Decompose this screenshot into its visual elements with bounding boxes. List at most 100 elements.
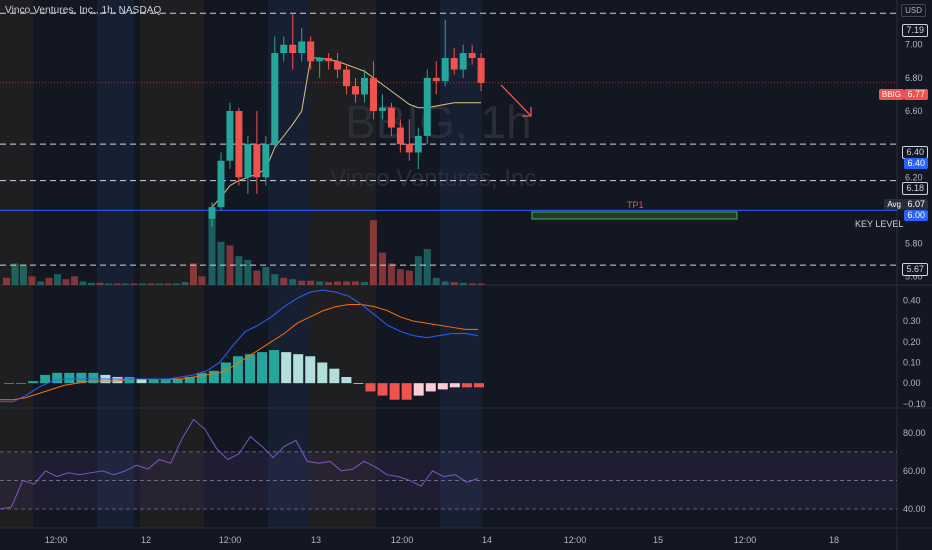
macd-histogram-bar (377, 383, 388, 396)
candle-body (369, 77, 377, 112)
volume-bar (28, 276, 36, 285)
candle-body (432, 77, 440, 82)
volume-bar (147, 283, 155, 285)
candle-body (253, 144, 261, 178)
volume-bar (253, 270, 261, 285)
volume-bar (262, 267, 270, 285)
price-tick-label: 5.60 (905, 272, 923, 282)
volume-bar (468, 283, 476, 285)
macd-histogram-bar (269, 350, 280, 384)
macd-histogram-bar (220, 362, 231, 384)
volume-bar (139, 283, 146, 285)
macd-histogram-bar (172, 379, 183, 384)
macd-histogram-bar (413, 383, 424, 396)
currency-label[interactable]: USD (901, 4, 926, 17)
tp1-box[interactable] (531, 211, 738, 220)
macd-pane (0, 289, 484, 403)
key-level-label: KEY LEVEL (855, 219, 903, 229)
volume-bar (54, 274, 61, 285)
session-band (440, 0, 482, 528)
volume-bar (280, 277, 288, 285)
macd-histogram-bar (208, 370, 219, 384)
blue-price-tag: 6.40 (904, 158, 928, 169)
volume-bar (181, 282, 189, 285)
volume-bar (298, 280, 306, 285)
time-tick-label: 12:00 (45, 535, 68, 545)
volume-bar (369, 220, 377, 285)
macd-tick-label: 0.00 (903, 378, 921, 388)
candle-body (298, 41, 306, 54)
macd-histogram-bar (473, 383, 484, 388)
volume-bar (88, 282, 95, 285)
candle-body (352, 86, 360, 95)
price-tick-label: 6.20 (905, 172, 923, 182)
volume-bar (271, 274, 279, 285)
volume-bar (378, 252, 386, 285)
volume-bar (316, 281, 324, 285)
macd-histogram-bar (76, 372, 87, 384)
macd-histogram-bar (184, 376, 195, 384)
macd-histogram-bar (88, 372, 99, 384)
candle-body (208, 207, 216, 219)
level-tag-567: 5.67 (902, 263, 928, 276)
volume-bar (244, 259, 252, 285)
macd-histogram-bar (257, 352, 268, 384)
rsi-tick-label: 80.00 (903, 428, 926, 438)
price-tick-label: 6.80 (905, 73, 923, 83)
candle-body (316, 57, 324, 62)
time-tick-label: 15 (653, 535, 663, 545)
macd-histogram-bar (4, 383, 14, 384)
price-tick-label: 5.80 (905, 239, 923, 249)
candle-body (244, 144, 252, 178)
candle-body (262, 144, 270, 178)
macd-histogram-bar (124, 376, 135, 384)
candle-body (423, 77, 431, 136)
down-arrow-icon[interactable] (500, 84, 532, 117)
price-tick-label: 7.00 (905, 40, 923, 50)
candle-body (289, 44, 297, 54)
macd-histogram-bar (148, 379, 159, 384)
candle-body (235, 111, 243, 178)
volume-bar (387, 263, 395, 285)
rsi-pane (0, 418, 897, 510)
macd-histogram-bar (305, 356, 316, 384)
candle-body (271, 53, 279, 145)
rsi-line (0, 418, 479, 510)
volume-bar (360, 282, 368, 285)
macd-histogram-bar (281, 352, 292, 384)
volume-bar (62, 279, 70, 285)
symbol-title[interactable]: Vinco Ventures, Inc., 1h, NASDAQ (5, 5, 162, 16)
macd-histogram-bar (293, 354, 304, 384)
candle-body (450, 57, 458, 70)
volume-bar (441, 281, 449, 285)
macd-tick-label: 0.30 (903, 316, 921, 326)
volume-bar (190, 263, 197, 285)
volume-bar (423, 249, 431, 285)
macd-tick-label: 0.10 (903, 357, 921, 367)
candle-body (307, 41, 315, 62)
signal-line (0, 304, 478, 401)
macd-histogram-bar (425, 383, 436, 392)
macd-histogram-bar (64, 372, 75, 384)
macd-histogram-bar (317, 362, 328, 384)
avg-value-tag: 6.07 (904, 199, 928, 210)
volume-bar (198, 276, 206, 285)
volume-bar (405, 270, 413, 285)
annotations[interactable]: TP1 KEY LEVEL (500, 84, 903, 229)
macd-histogram-bar (245, 354, 255, 384)
macd-histogram-bar (112, 376, 123, 384)
candle-body (334, 61, 342, 70)
macd-tick-label: −0.10 (903, 399, 926, 409)
macd-histogram-bar (16, 383, 27, 384)
volume-bar (450, 282, 458, 285)
price-candles (208, 13, 485, 228)
candle-body (477, 57, 485, 83)
macd-histogram-bar (28, 381, 39, 384)
macd-histogram-bar (40, 374, 51, 384)
macd-histogram-bar (353, 383, 364, 384)
volume-bar (289, 279, 297, 285)
candle-body (468, 53, 476, 58)
volume-bar (71, 276, 78, 285)
macd-histogram-bar (449, 383, 460, 388)
